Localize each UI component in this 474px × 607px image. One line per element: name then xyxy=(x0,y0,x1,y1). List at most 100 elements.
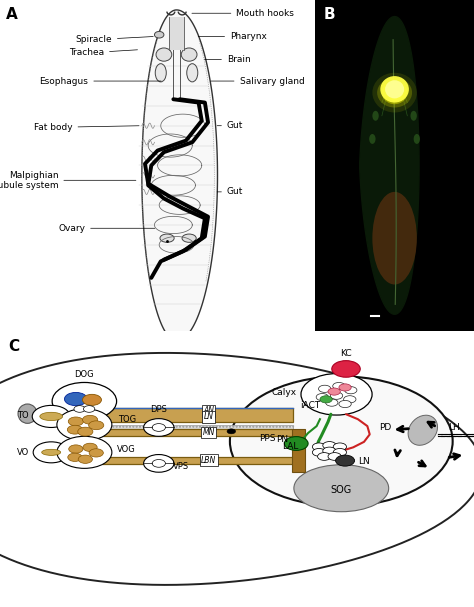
Circle shape xyxy=(328,388,340,395)
Circle shape xyxy=(32,405,70,427)
Circle shape xyxy=(33,442,69,463)
Ellipse shape xyxy=(377,78,412,107)
Ellipse shape xyxy=(294,465,389,512)
Text: iACT: iACT xyxy=(301,401,320,410)
Circle shape xyxy=(336,455,355,466)
Circle shape xyxy=(333,449,346,456)
Ellipse shape xyxy=(373,192,417,285)
Text: Calyx: Calyx xyxy=(271,388,296,398)
Circle shape xyxy=(83,405,95,412)
Circle shape xyxy=(69,445,83,453)
Ellipse shape xyxy=(187,64,198,82)
Text: PN: PN xyxy=(276,435,288,444)
Ellipse shape xyxy=(414,134,420,144)
Bar xyxy=(102,408,293,422)
Ellipse shape xyxy=(40,412,63,421)
Text: AN: AN xyxy=(203,407,214,415)
Ellipse shape xyxy=(373,111,379,121)
Polygon shape xyxy=(142,10,218,341)
Text: VOG: VOG xyxy=(117,445,136,454)
Circle shape xyxy=(333,382,345,390)
Text: TO: TO xyxy=(17,410,28,419)
Text: Malpighian
tubule system: Malpighian tubule system xyxy=(0,171,136,190)
Ellipse shape xyxy=(18,404,37,423)
Text: VO: VO xyxy=(17,448,29,457)
Circle shape xyxy=(64,392,87,405)
Text: TOG: TOG xyxy=(118,415,136,424)
Circle shape xyxy=(230,376,453,506)
Circle shape xyxy=(319,385,331,392)
Text: Ovary: Ovary xyxy=(58,224,155,232)
Circle shape xyxy=(339,401,351,407)
Text: A: A xyxy=(6,7,18,22)
Circle shape xyxy=(89,421,104,430)
Ellipse shape xyxy=(155,32,164,38)
Circle shape xyxy=(345,387,357,394)
Circle shape xyxy=(301,374,372,415)
Circle shape xyxy=(144,419,174,436)
Circle shape xyxy=(68,417,83,426)
Text: Brain: Brain xyxy=(204,55,251,64)
Circle shape xyxy=(83,443,97,452)
Text: LH: LH xyxy=(448,423,460,432)
Text: Fat body: Fat body xyxy=(34,123,139,132)
Text: Mouth hooks: Mouth hooks xyxy=(192,8,294,18)
Circle shape xyxy=(68,453,82,461)
Circle shape xyxy=(152,424,165,432)
Circle shape xyxy=(333,443,346,450)
Circle shape xyxy=(89,449,103,457)
Ellipse shape xyxy=(387,84,402,101)
Ellipse shape xyxy=(369,134,375,144)
Text: Spiracle: Spiracle xyxy=(75,35,153,44)
Circle shape xyxy=(144,455,174,472)
Circle shape xyxy=(318,453,331,460)
Ellipse shape xyxy=(408,415,438,446)
Circle shape xyxy=(52,382,117,420)
Polygon shape xyxy=(360,16,419,314)
Ellipse shape xyxy=(155,64,166,82)
Circle shape xyxy=(57,409,112,441)
Circle shape xyxy=(284,436,308,450)
Text: C: C xyxy=(9,339,19,354)
Ellipse shape xyxy=(42,449,61,455)
Ellipse shape xyxy=(380,76,409,103)
Text: SOG: SOG xyxy=(331,484,352,495)
Text: DPS: DPS xyxy=(150,405,167,414)
Text: LN: LN xyxy=(203,413,214,421)
Text: Trachea: Trachea xyxy=(69,49,137,58)
Circle shape xyxy=(323,441,336,449)
Circle shape xyxy=(74,405,85,412)
Text: LBN: LBN xyxy=(201,456,216,465)
Bar xyxy=(102,456,293,464)
Circle shape xyxy=(339,384,351,391)
Circle shape xyxy=(344,396,356,403)
Text: Pharynx: Pharynx xyxy=(198,32,267,41)
Text: B: B xyxy=(323,7,335,22)
Circle shape xyxy=(312,449,326,456)
Bar xyxy=(102,429,293,436)
Text: VPS: VPS xyxy=(173,462,189,470)
Ellipse shape xyxy=(182,234,196,242)
Circle shape xyxy=(82,395,101,405)
Text: PD: PD xyxy=(379,423,392,432)
Circle shape xyxy=(332,361,360,377)
Circle shape xyxy=(152,459,165,467)
Bar xyxy=(292,429,305,472)
Circle shape xyxy=(78,427,93,436)
Circle shape xyxy=(330,392,343,399)
Circle shape xyxy=(57,436,112,469)
Text: Salivary gland: Salivary gland xyxy=(211,76,304,86)
Text: PPS: PPS xyxy=(260,434,276,443)
Text: Gut: Gut xyxy=(217,121,243,131)
Bar xyxy=(102,426,293,429)
Ellipse shape xyxy=(382,81,407,104)
Ellipse shape xyxy=(385,80,404,98)
Circle shape xyxy=(67,426,82,434)
Circle shape xyxy=(323,447,336,455)
Circle shape xyxy=(326,399,338,406)
Circle shape xyxy=(312,443,326,450)
Text: KC: KC xyxy=(340,350,352,358)
Circle shape xyxy=(316,393,328,401)
Ellipse shape xyxy=(410,111,417,121)
Text: DOG: DOG xyxy=(74,370,94,379)
